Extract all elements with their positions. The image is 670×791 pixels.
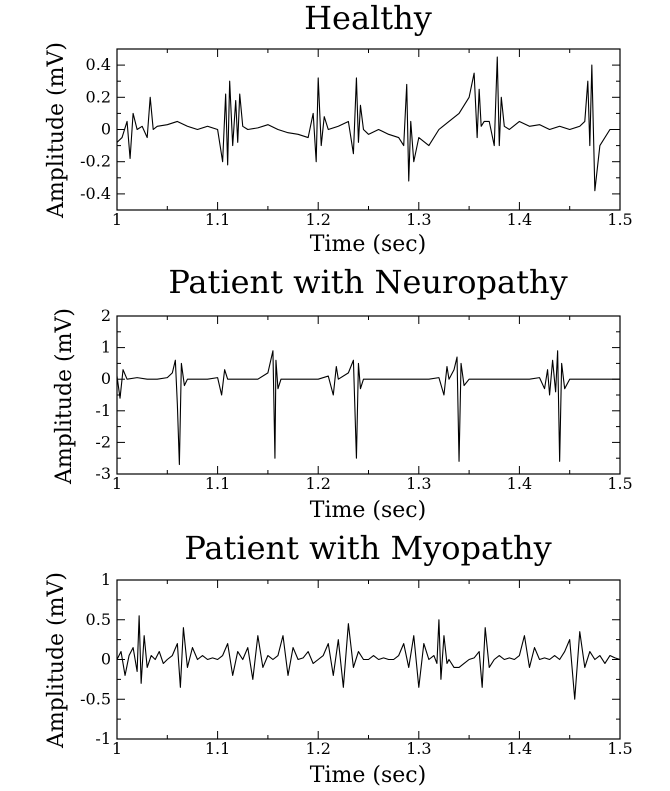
- y-tick-label-neuropathy: 2: [101, 306, 111, 325]
- plot-frame-neuropathy: [116, 315, 621, 475]
- y-tick-label-neuropathy: -1: [95, 401, 111, 420]
- y-tick-label-myopathy: -1: [95, 729, 111, 748]
- x-tick-label-healthy: 1.1: [205, 210, 230, 229]
- x-axis-label-myopathy: Time (sec): [310, 763, 426, 788]
- y-tick-label-healthy: 0: [101, 120, 111, 139]
- y-tick-label-neuropathy: 1: [101, 338, 111, 357]
- y-tick-label-neuropathy: -3: [95, 464, 111, 483]
- y-tick-label-neuropathy: 0: [101, 369, 111, 388]
- x-tick-label-myopathy: 1.2: [305, 739, 330, 758]
- x-tick-label-neuropathy: 1.3: [406, 474, 431, 493]
- x-tick-label-healthy: 1.2: [305, 210, 330, 229]
- x-tick-label-healthy: 1.5: [607, 210, 632, 229]
- y-axis-label-myopathy: Amplitude (mV): [44, 572, 69, 749]
- x-tick-label-neuropathy: 1.5: [607, 474, 632, 493]
- x-tick-label-myopathy: 1.4: [507, 739, 532, 758]
- x-axis-label-neuropathy: Time (sec): [310, 498, 426, 523]
- y-axis-label-healthy: Amplitude (mV): [44, 42, 69, 219]
- x-ticks-myopathy: 1 1.1 1.2 1.3 1.4 1.5: [112, 580, 633, 758]
- x-tick-label-neuropathy: 1.1: [205, 474, 230, 493]
- chart-title-myopathy: Patient with Myopathy: [184, 529, 551, 567]
- panel-myopathy: Patient with Myopathy 1 1.1 1.2 1.3 1.4 1.5 -…: [44, 529, 633, 788]
- x-tick-label-myopathy: 1.5: [607, 739, 632, 758]
- y-tick-label-healthy: -0.4: [80, 184, 111, 203]
- x-tick-label-myopathy: 1: [112, 739, 122, 758]
- x-tick-label-myopathy: 1.3: [406, 739, 431, 758]
- y-axis-label-neuropathy: Amplitude (mV): [52, 308, 77, 485]
- y-tick-label-healthy: 0.2: [86, 87, 111, 106]
- emg-trace-neuropathy: [116, 350, 620, 466]
- x-axis-label-healthy: Time (sec): [310, 232, 426, 257]
- plot-frame-healthy: [116, 48, 621, 211]
- emg-trace-myopathy: [116, 615, 621, 700]
- y-tick-label-myopathy: -0.5: [80, 689, 111, 708]
- x-tick-label-healthy: 1.3: [406, 210, 431, 229]
- y-ticks-healthy: -0.4 -0.2 0 0.2 0.4: [80, 55, 620, 203]
- y-tick-label-neuropathy: -2: [95, 432, 111, 451]
- x-ticks-neuropathy: 1 1.1 1.2 1.3 1.4 1.5: [112, 316, 633, 493]
- y-tick-label-myopathy: 0: [101, 650, 111, 669]
- x-tick-label-myopathy: 1.1: [205, 739, 230, 758]
- y-tick-label-healthy: -0.2: [80, 152, 111, 171]
- y-tick-label-healthy: 0.4: [86, 55, 111, 74]
- x-tick-label-healthy: 1: [112, 210, 122, 229]
- chart-title-neuropathy: Patient with Neuropathy: [168, 263, 567, 301]
- x-tick-label-neuropathy: 1.2: [305, 474, 330, 493]
- y-ticks-neuropathy: -3 -2 -1 0 1 2: [95, 306, 620, 483]
- y-tick-label-myopathy: 1: [101, 570, 111, 589]
- y-ticks-myopathy: -1 -0.5 0 0.5 1: [80, 570, 620, 748]
- emg-trace-healthy: [116, 56, 620, 192]
- panel-healthy: Healthy 1 1.1 1.2 1.3 1.4 1.5 -0.4 -0.2 0 0.2 0.4…: [44, 0, 633, 257]
- x-tick-label-neuropathy: 1: [112, 474, 122, 493]
- chart-title-healthy: Healthy: [304, 0, 432, 37]
- x-tick-label-neuropathy: 1.4: [507, 474, 532, 493]
- y-tick-label-myopathy: 0.5: [86, 610, 111, 629]
- x-tick-label-healthy: 1.4: [507, 210, 532, 229]
- x-ticks-healthy: 1 1.1 1.2 1.3 1.4 1.5: [112, 49, 633, 229]
- panel-neuropathy: Patient with Neuropathy 1 1.1 1.2 1.3 1.4 1.5…: [52, 263, 633, 523]
